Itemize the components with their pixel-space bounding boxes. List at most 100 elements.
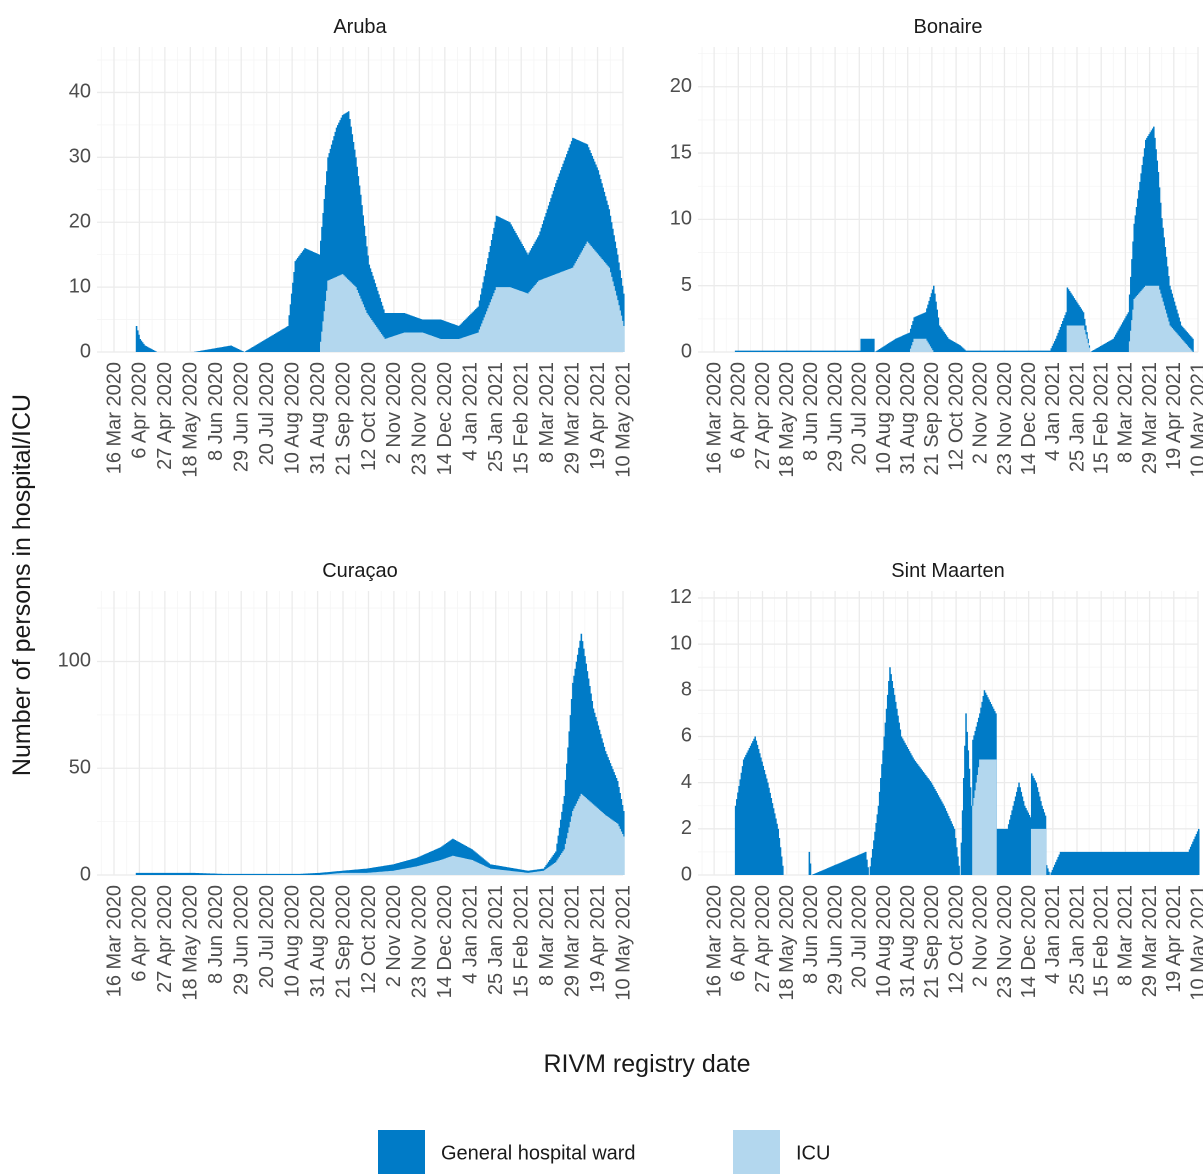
series-icu (909, 285, 1193, 352)
x-tick-label: 23 Nov 2020 (994, 885, 1016, 998)
panel-title: Sint Maarten (891, 560, 1004, 582)
x-tick-label: 16 Mar 2020 (703, 885, 725, 997)
y-tick-label: 4 (681, 771, 692, 793)
x-tick-label: 10 Aug 2020 (873, 885, 895, 997)
x-tick-label: 6 Apr 2020 (728, 885, 750, 982)
x-tick-label: 14 Dec 2020 (434, 362, 456, 475)
x-tick-label: 8 Jun 2020 (205, 362, 227, 461)
x-tick-label: 4 Jan 2021 (1042, 362, 1064, 461)
y-tick-label: 10 (670, 632, 692, 654)
x-tick-label: 8 Mar 2021 (536, 362, 558, 463)
x-tick-label: 21 Sep 2020 (921, 885, 943, 998)
x-tick-label: 8 Jun 2020 (205, 885, 227, 984)
y-tick-label: 100 (58, 650, 91, 672)
x-tick-label: 23 Nov 2020 (409, 362, 431, 475)
y-tick-label: 5 (681, 274, 692, 296)
x-tick-label: 15 Feb 2021 (1090, 885, 1112, 997)
panel-title: Bonaire (914, 16, 983, 38)
x-tick-label: 12 Oct 2020 (945, 885, 967, 994)
panel-cura-ao: 0 50 100 16 Mar 2020 6 Apr 2020 27 Apr 2020 18… (58, 560, 635, 1001)
x-tick-label: 29 Mar 2021 (561, 885, 583, 997)
x-tick-label: 4 Jan 2021 (460, 362, 482, 461)
x-tick-label: 10 May 2021 (1187, 362, 1203, 478)
legend-swatch-ward (378, 1130, 425, 1174)
x-tick-label: 29 Jun 2020 (824, 885, 846, 995)
x-tick-label: 18 May 2020 (180, 362, 202, 478)
x-tick-label: 14 Dec 2020 (434, 885, 456, 998)
x-tick-label: 31 Aug 2020 (897, 362, 919, 474)
x-tick-label: 10 May 2021 (612, 885, 634, 1001)
x-tick-label: 19 Apr 2021 (587, 885, 609, 993)
x-tick-label: 20 Jul 2020 (256, 885, 278, 988)
x-tick-label: 2 Nov 2020 (970, 885, 992, 987)
y-tick-label: 0 (681, 863, 692, 885)
series-icu (972, 759, 1047, 875)
x-tick-label: 14 Dec 2020 (1018, 362, 1040, 475)
y-tick-label: 50 (69, 757, 91, 779)
series-general-hospital-ward (135, 633, 625, 875)
x-tick-label: 8 Jun 2020 (800, 362, 822, 461)
y-tick-label: 0 (80, 340, 91, 362)
panel-title: Aruba (333, 16, 387, 38)
x-tick-label: 4 Jan 2021 (1042, 885, 1064, 984)
x-tick-label: 8 Mar 2021 (1115, 362, 1137, 463)
x-tick-label: 29 Mar 2021 (1139, 362, 1161, 474)
x-tick-label: 15 Feb 2021 (510, 362, 532, 474)
x-tick-label: 20 Jul 2020 (256, 362, 278, 465)
x-tick-label: 27 Apr 2020 (752, 885, 774, 993)
legend: General hospital ward ICU (378, 1130, 830, 1174)
y-tick-label: 12 (670, 586, 692, 608)
x-tick-label: 29 Mar 2021 (561, 362, 583, 474)
legend-label-ward: General hospital ward (441, 1142, 636, 1164)
x-tick-label: 25 Jan 2021 (1066, 885, 1088, 995)
panel-aruba: 0 10 20 30 40 16 Mar 2020 6 Apr 2020 27 Apr 202… (69, 16, 635, 478)
x-tick-label: 12 Oct 2020 (358, 362, 380, 471)
panel-title: Curaçao (322, 560, 398, 582)
x-tick-label: 18 May 2020 (776, 362, 798, 478)
x-tick-label: 10 Aug 2020 (873, 362, 895, 474)
legend-label-icu: ICU (796, 1142, 830, 1164)
x-tick-label: 29 Jun 2020 (824, 362, 846, 472)
x-tick-label: 16 Mar 2020 (703, 362, 725, 474)
y-tick-label: 10 (69, 275, 91, 297)
x-tick-label: 29 Jun 2020 (230, 362, 252, 472)
x-tick-label: 27 Apr 2020 (752, 362, 774, 470)
x-tick-label: 18 May 2020 (180, 885, 202, 1001)
x-tick-label: 23 Nov 2020 (994, 362, 1016, 475)
x-tick-label: 25 Jan 2021 (485, 362, 507, 472)
x-tick-label: 6 Apr 2020 (129, 362, 151, 459)
y-tick-label: 20 (670, 75, 692, 97)
x-tick-label: 31 Aug 2020 (897, 885, 919, 997)
x-tick-label: 23 Nov 2020 (409, 885, 431, 998)
x-tick-label: 10 Aug 2020 (281, 362, 303, 474)
x-tick-label: 27 Apr 2020 (154, 885, 176, 993)
x-tick-label: 8 Mar 2021 (1115, 885, 1137, 986)
x-tick-label: 4 Jan 2021 (460, 885, 482, 984)
x-tick-label: 21 Sep 2020 (332, 362, 354, 475)
x-tick-label: 16 Mar 2020 (103, 885, 125, 997)
series-icu (320, 793, 625, 875)
x-tick-label: 15 Feb 2021 (1090, 362, 1112, 474)
x-tick-label: 10 Aug 2020 (281, 885, 303, 997)
x-tick-label: 29 Jun 2020 (230, 885, 252, 995)
panel-sint-maarten: 0 2 4 6 8 10 12 16 Mar 2020 6 Apr 2020 27 Apr 202… (670, 560, 1203, 1001)
x-tick-label: 31 Aug 2020 (307, 362, 329, 474)
x-tick-label: 20 Jul 2020 (849, 885, 871, 988)
y-tick-label: 10 (670, 208, 692, 230)
y-axis-title: Number of persons in hospital/ICU (8, 394, 36, 776)
y-tick-label: 40 (69, 81, 91, 103)
x-tick-label: 27 Apr 2020 (154, 362, 176, 470)
panel-bonaire: 0 5 10 15 20 16 Mar 2020 6 Apr 2020 27 Apr 2020… (670, 16, 1203, 478)
x-tick-label: 25 Jan 2021 (1066, 362, 1088, 472)
x-tick-label: 20 Jul 2020 (849, 362, 871, 465)
x-axis-title: RIVM registry date (543, 1050, 750, 1078)
x-tick-label: 19 Apr 2021 (1163, 362, 1185, 470)
x-tick-label: 29 Mar 2021 (1139, 885, 1161, 997)
x-tick-label: 6 Apr 2020 (728, 362, 750, 459)
x-tick-label: 19 Apr 2021 (1163, 885, 1185, 993)
x-tick-label: 14 Dec 2020 (1018, 885, 1040, 998)
x-tick-label: 21 Sep 2020 (332, 885, 354, 998)
x-tick-label: 18 May 2020 (776, 885, 798, 1001)
